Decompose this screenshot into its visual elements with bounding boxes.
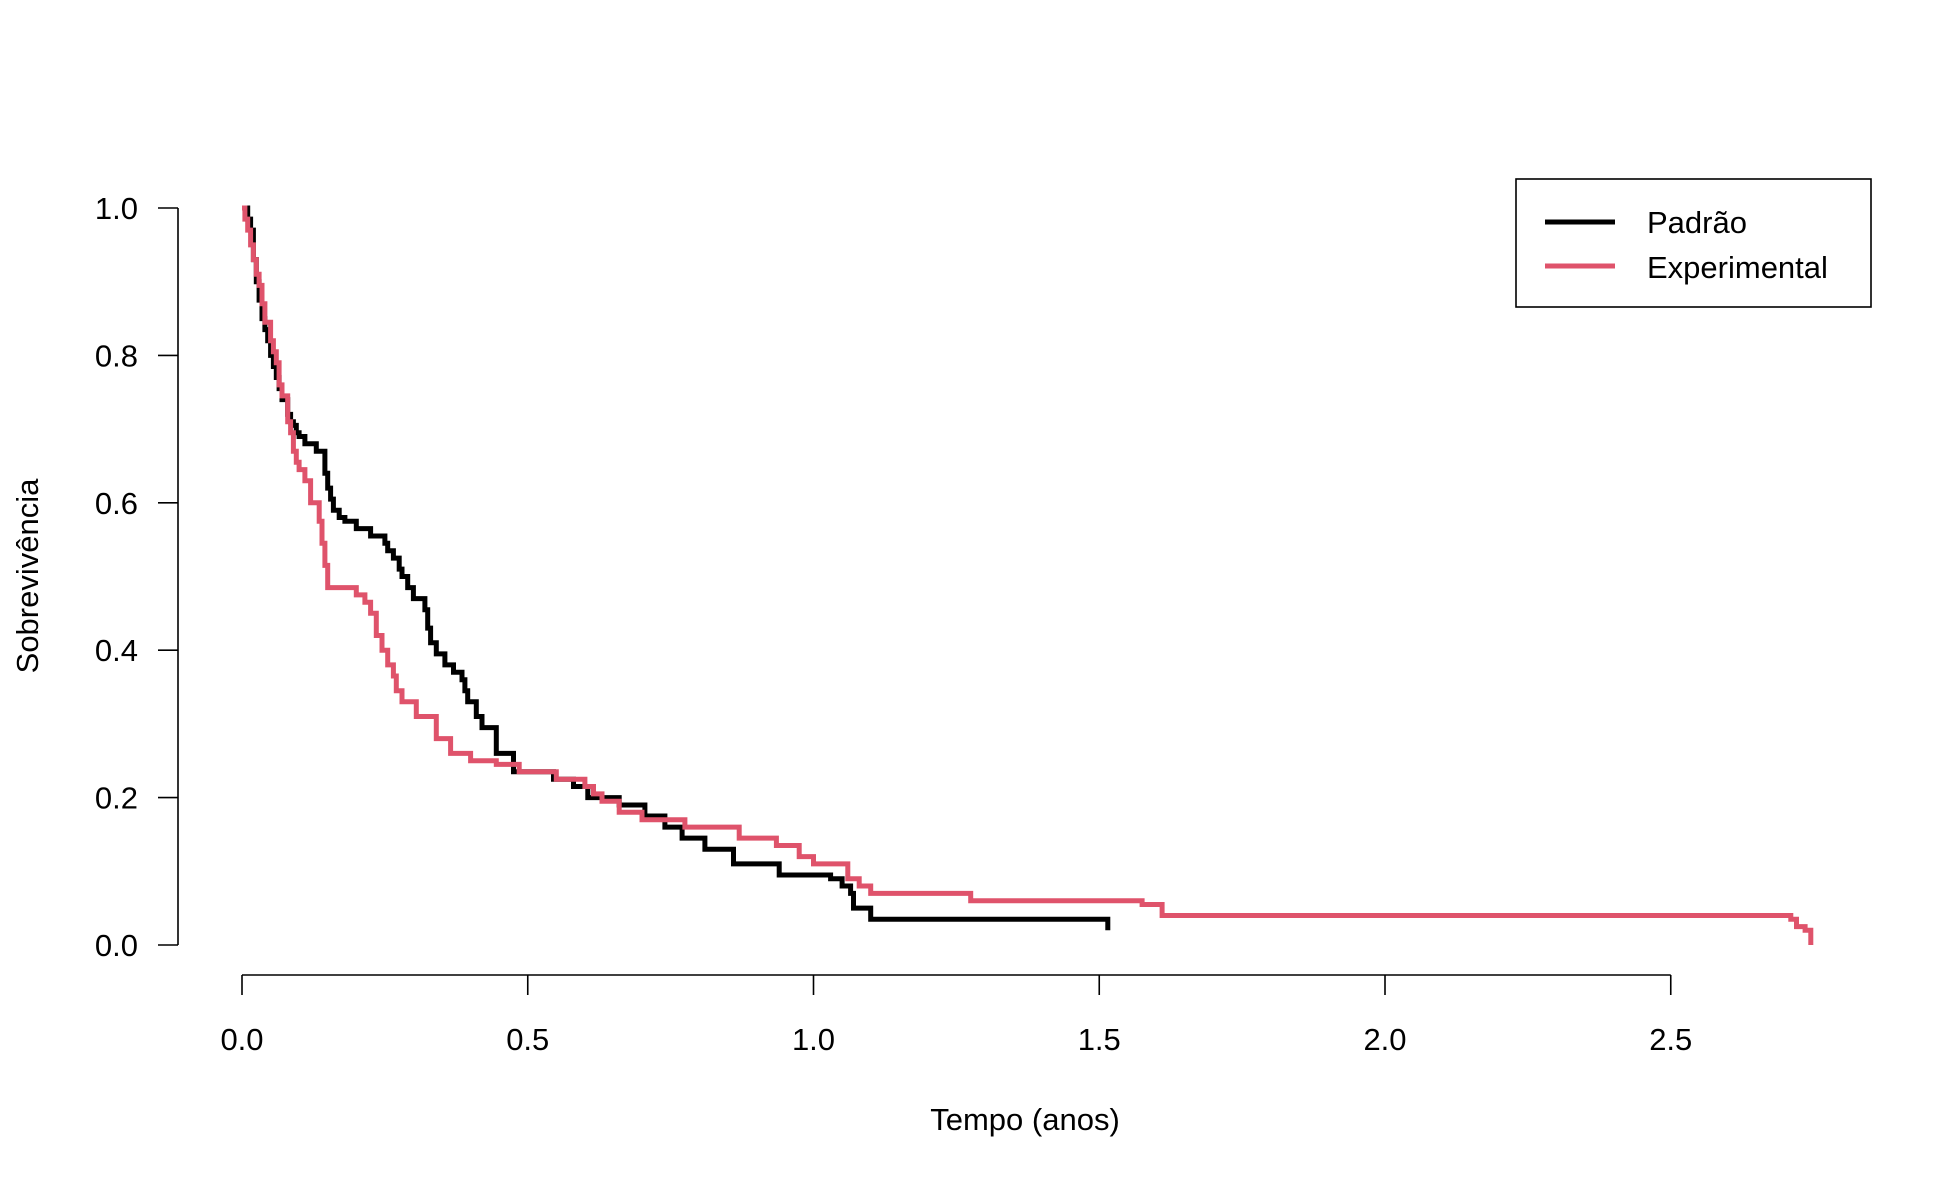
x-tick-label: 1.0 [792,1022,835,1057]
legend-label-padrao: Padrão [1647,205,1747,240]
x-tick-label: 0.0 [220,1022,263,1057]
y-tick-label: 0.6 [95,486,138,521]
x-tick-label: 1.5 [1078,1022,1121,1057]
y-axis-title: Sobrevivência [10,478,45,673]
y-tick-label: 0.0 [95,928,138,963]
x-tick-label: 2.5 [1649,1022,1692,1057]
x-axis: 0.0 0.5 1.0 1.5 2.0 2.5 [220,974,1692,1057]
x-axis-title: Tempo (anos) [930,1102,1120,1137]
legend-label-experimental: Experimental [1647,250,1828,285]
plot-area [242,205,1814,945]
legend-box [1515,178,1872,308]
x-tick-label: 0.5 [506,1022,549,1057]
y-tick-label: 0.4 [95,633,138,668]
x-tick-label: 2.0 [1363,1022,1406,1057]
km-curve-padrao [242,205,1111,931]
y-tick-label: 1.0 [95,191,138,226]
y-tick-label: 0.2 [95,781,138,816]
y-tick-label: 0.8 [95,338,138,373]
y-axis: 0.0 0.2 0.4 0.6 0.8 1.0 [95,191,179,963]
legend: Padrão Experimental [1515,178,1872,308]
km-curve-experimental [242,205,1814,945]
